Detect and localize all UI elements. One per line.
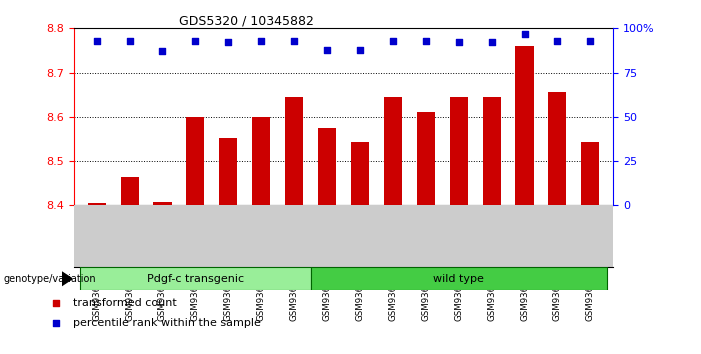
Bar (515, 46, 533, 205)
Point (519, 31, 530, 36)
Text: transformed count: transformed count (73, 298, 177, 308)
Point (256, 38, 267, 44)
Point (289, 38, 300, 44)
Point (157, 48, 168, 54)
Point (453, 40, 464, 45)
Bar (186, 117, 205, 205)
Bar (80, 267, 311, 290)
Point (387, 38, 398, 44)
Text: Pdgf-c transgenic: Pdgf-c transgenic (147, 274, 244, 284)
Point (50, 300, 62, 306)
Point (354, 47, 365, 52)
Bar (88, 203, 106, 205)
Point (124, 38, 135, 44)
Bar (482, 97, 501, 205)
Point (486, 40, 497, 45)
Bar (252, 117, 271, 205)
Text: wild type: wild type (433, 274, 484, 284)
Bar (384, 97, 402, 205)
Bar (121, 177, 139, 205)
Point (50, 321, 62, 326)
Point (322, 47, 333, 52)
Point (91, 38, 102, 44)
Point (420, 38, 431, 44)
Bar (318, 128, 336, 205)
Bar (548, 92, 566, 205)
Bar (581, 142, 599, 205)
Point (585, 38, 596, 44)
Bar (449, 97, 468, 205)
Bar (154, 202, 172, 205)
Polygon shape (62, 272, 72, 286)
Text: genotype/variation: genotype/variation (4, 274, 96, 284)
Bar (311, 267, 607, 290)
Point (552, 38, 563, 44)
Text: GDS5320 / 10345882: GDS5320 / 10345882 (179, 14, 313, 27)
Bar (219, 138, 238, 205)
Bar (416, 113, 435, 205)
Point (190, 38, 201, 44)
Text: percentile rank within the sample: percentile rank within the sample (73, 318, 261, 329)
Bar (285, 97, 303, 205)
Bar (351, 142, 369, 205)
Point (223, 40, 234, 45)
